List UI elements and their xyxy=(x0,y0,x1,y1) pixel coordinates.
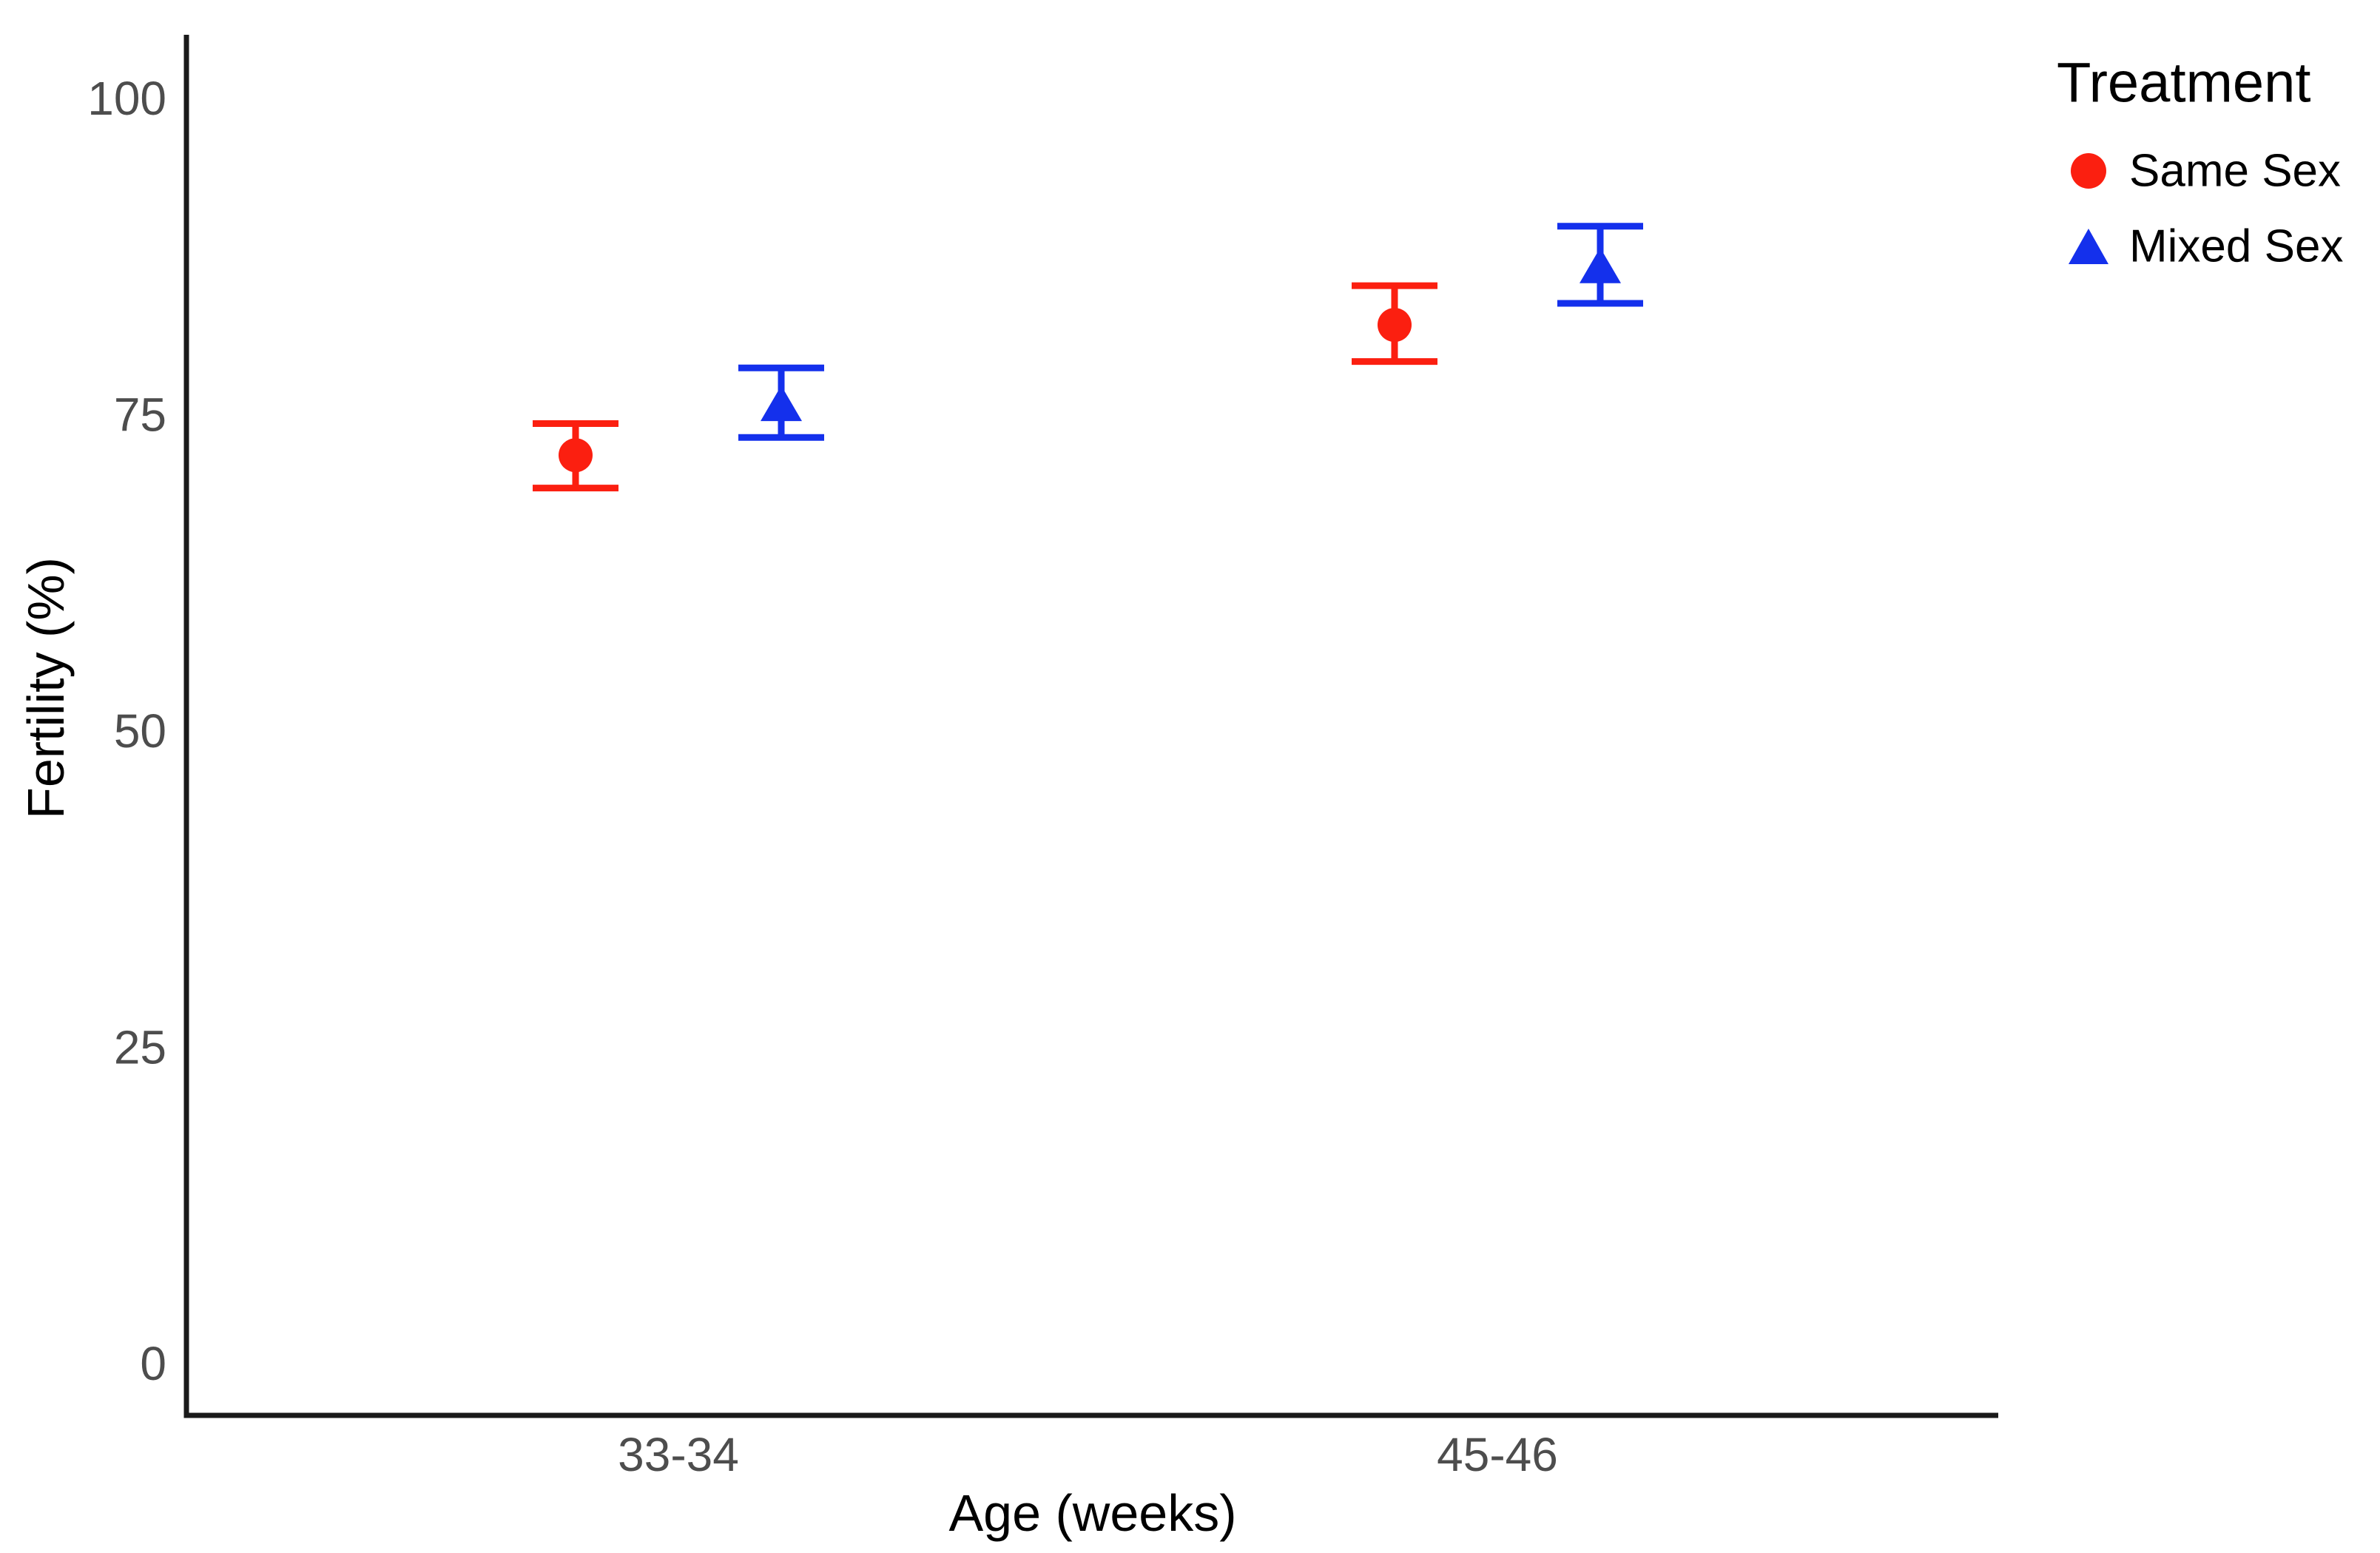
axes: 0 25 50 75 100 33-34 45-46 xyxy=(87,35,1998,1481)
legend-triangle-marker xyxy=(2069,229,2108,264)
x-tick-label: 45-46 xyxy=(1437,1428,1558,1481)
y-axis-title: Fertility (%) xyxy=(17,557,75,819)
data-point-circle-marker xyxy=(1378,308,1412,343)
legend-circle-marker xyxy=(2071,153,2106,189)
error-bar-group xyxy=(533,420,618,492)
y-tick-label: 100 xyxy=(87,72,166,125)
legend-item-label: Mixed Sex xyxy=(2129,221,2343,272)
plot-points xyxy=(533,223,1643,492)
y-tick-label: 25 xyxy=(114,1021,166,1074)
error-bar-group xyxy=(1557,223,1643,307)
y-tick-label: 50 xyxy=(114,704,166,758)
legend-item-label: Same Sex xyxy=(2129,146,2341,197)
data-point-circle-marker xyxy=(559,438,593,473)
legend-item: Mixed Sex xyxy=(2069,221,2343,272)
y-tick-label: 0 xyxy=(140,1337,166,1390)
error-bar-group xyxy=(1352,282,1437,365)
legend-item: Same Sex xyxy=(2071,146,2341,197)
x-axis-title: Age (weeks) xyxy=(948,1484,1236,1542)
y-tick-label: 75 xyxy=(114,388,166,442)
data-point-triangle-marker xyxy=(761,385,802,422)
data-point-triangle-marker xyxy=(1580,247,1621,283)
legend-title: Treatment xyxy=(2057,52,2311,115)
x-tick-label: 33-34 xyxy=(618,1428,739,1481)
error-bar-group xyxy=(738,364,824,441)
legend: Treatment Same Sex Mixed Sex xyxy=(2057,52,2343,272)
